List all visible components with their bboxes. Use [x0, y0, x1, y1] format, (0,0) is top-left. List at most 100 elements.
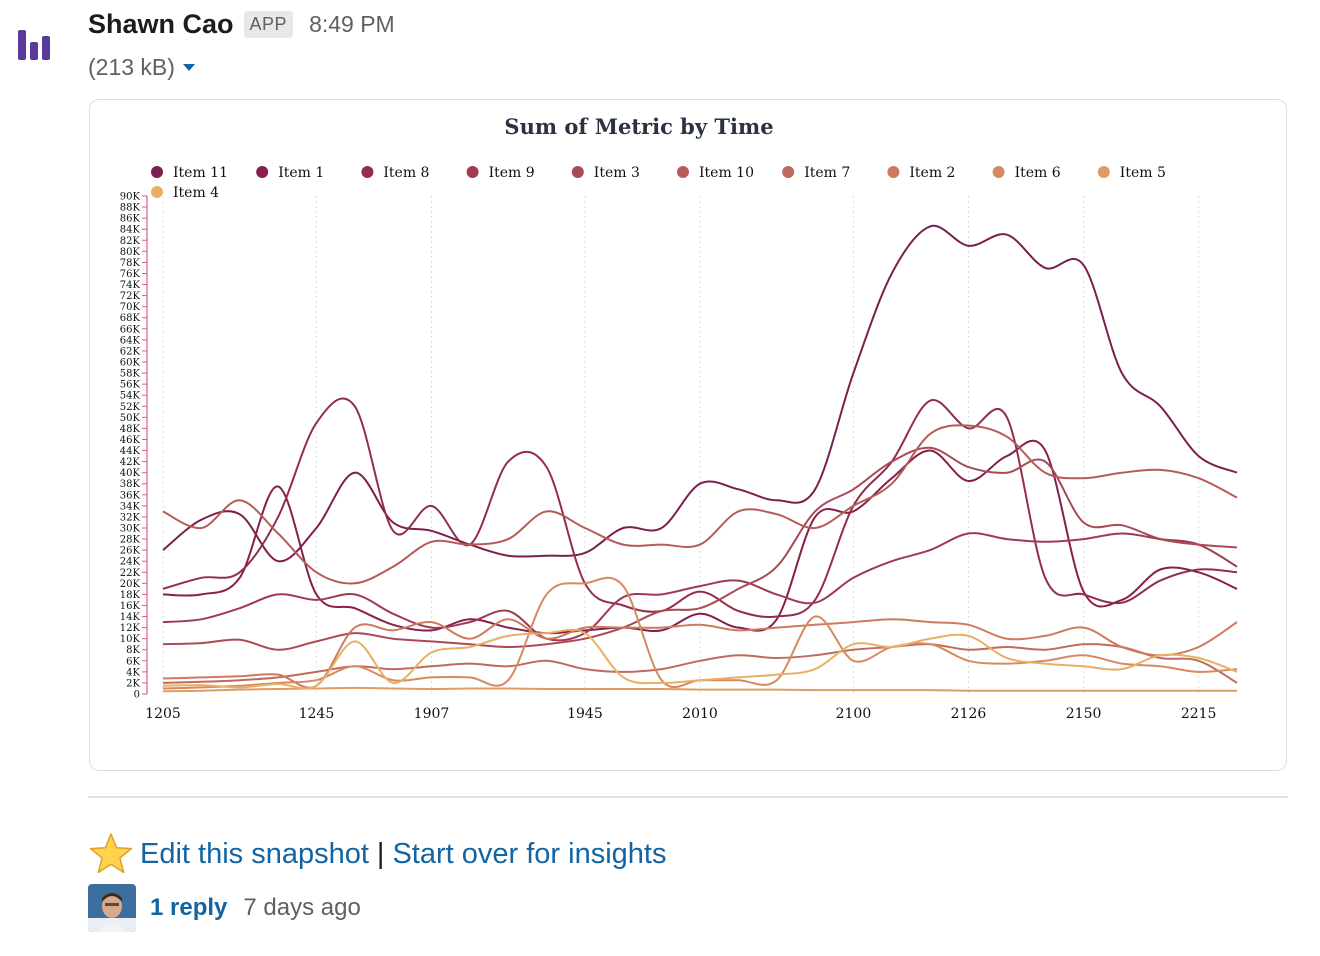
thread-summary: 1 reply 7 days ago: [88, 884, 361, 932]
series-line-item-2: [162, 618, 1238, 689]
x-tick-label: 1907: [414, 706, 450, 722]
x-tick-label: 1205: [145, 706, 181, 722]
y-tick-label: 88K: [120, 203, 141, 214]
x-tick-label: 2215: [1181, 706, 1217, 722]
legend-label: Item 9: [489, 165, 535, 181]
legend-label: Item 7: [804, 165, 850, 181]
y-tick-label: 86K: [120, 214, 141, 225]
y-tick-label: 62K: [120, 346, 141, 357]
y-tick-label: 14K: [120, 612, 141, 623]
x-tick-label: 1245: [299, 706, 335, 722]
y-tick-label: 84K: [120, 225, 141, 236]
legend-label: Item 2: [909, 165, 955, 181]
y-tick-label: 72K: [120, 291, 141, 302]
y-tick-label: 28K: [120, 535, 141, 546]
series-line-item-9: [162, 532, 1238, 642]
app-icon: [18, 30, 50, 60]
legend-marker: [256, 166, 269, 178]
legend-label: Item 6: [1015, 165, 1061, 181]
y-tick-label: 22K: [120, 568, 141, 579]
x-tick-label: 1945: [567, 706, 603, 722]
start-over-link[interactable]: Start over for insights: [392, 837, 667, 870]
y-tick-label: 74K: [120, 280, 141, 291]
file-size: (213 kB): [88, 54, 175, 80]
caret-down-icon[interactable]: [182, 64, 195, 71]
y-tick-label: 42K: [120, 457, 141, 468]
y-tick-label: 8K: [126, 645, 140, 656]
y-tick-label: 38K: [120, 479, 141, 490]
series-line-item-4: [162, 628, 1238, 690]
y-tick-label: 58K: [120, 369, 141, 380]
link-separator: |: [376, 837, 385, 870]
y-tick-label: 56K: [120, 380, 141, 391]
app-badge: APP: [243, 10, 294, 38]
chart-title: Sum of Metric by Time: [504, 114, 773, 139]
message-time[interactable]: 8:49 PM: [309, 10, 395, 37]
star-icon: [89, 833, 133, 874]
y-tick-label: 0: [134, 690, 140, 701]
legend-marker: [782, 166, 795, 178]
line-chart: Sum of Metric by Time 1205 1245 1907 1945 201…: [120, 114, 1238, 722]
legend-label: Item 11: [173, 165, 228, 181]
y-tick-label: 60K: [120, 358, 141, 369]
series-line-item-1: [162, 439, 1238, 635]
y-tick-label: 12K: [120, 623, 141, 634]
y-tick-label: 10K: [120, 634, 141, 645]
legend-marker: [151, 166, 163, 178]
y-tick-label: 26K: [120, 546, 141, 557]
y-tick-label: 70K: [120, 302, 141, 313]
legend-label: Item 3: [594, 165, 640, 181]
chart-attachment[interactable]: Sum of Metric by Time 1205 1245 1907 1945 201…: [89, 99, 1287, 771]
y-tick-label: 82K: [120, 236, 141, 247]
y-tick-label: 20K: [120, 579, 141, 590]
y-tick-label: 90K: [120, 192, 141, 203]
y-tick-label: 36K: [120, 490, 141, 501]
reply-count-link[interactable]: 1 reply: [150, 894, 228, 921]
y-tick-label: 4K: [126, 667, 140, 678]
series-line-item-10: [162, 424, 1238, 585]
y-tick-label: 2K: [126, 678, 140, 689]
legend-label: Item 1: [278, 165, 324, 181]
y-tick-label: 16K: [120, 601, 141, 612]
y-tick-label: 66K: [120, 324, 141, 335]
y-tick-label: 6K: [126, 656, 140, 667]
y-tick-label: 50K: [120, 413, 141, 424]
message-header: Shawn Cao APP 8:49 PM: [88, 4, 395, 44]
y-tick-label: 40K: [120, 468, 141, 479]
y-tick-label: 34K: [120, 501, 141, 512]
y-tick-label: 54K: [120, 391, 141, 402]
y-tick-label: 64K: [120, 335, 141, 346]
x-tick-label: 2126: [951, 706, 987, 722]
legend-marker: [151, 186, 163, 198]
y-tick-label: 18K: [120, 590, 141, 601]
edit-snapshot-link[interactable]: Edit this snapshot: [140, 837, 369, 870]
legend-marker: [571, 166, 584, 178]
legend-label: Item 8: [383, 165, 429, 181]
legend-marker: [677, 166, 689, 178]
x-tick-label: 2100: [836, 706, 872, 722]
series-line-item-3: [162, 446, 1238, 651]
y-tick-label: 30K: [120, 524, 141, 535]
y-tick-label: 44K: [120, 446, 141, 457]
file-size-toggle[interactable]: (213 kB): [88, 54, 195, 81]
legend-marker: [1097, 166, 1110, 178]
divider: [88, 796, 1288, 798]
x-tick-label: 2150: [1066, 706, 1102, 722]
y-tick-label: 76K: [120, 269, 141, 280]
series-line-item-5: [162, 686, 1237, 693]
y-tick-label: 24K: [120, 557, 141, 568]
legend-marker: [466, 166, 479, 178]
y-tick-label: 46K: [120, 435, 141, 446]
sender-name[interactable]: Shawn Cao: [88, 8, 234, 39]
legend-marker: [361, 166, 374, 178]
x-tick-label: 2010: [682, 706, 718, 722]
avatar[interactable]: [88, 884, 136, 932]
legend-label: Item 5: [1120, 165, 1166, 181]
legend-marker: [887, 166, 900, 178]
y-tick-label: 48K: [120, 424, 141, 435]
legend-label: Item 10: [699, 165, 754, 181]
legend-label: Item 4: [173, 185, 219, 201]
reply-time-ago: 7 days ago: [243, 894, 361, 921]
snapshot-links: Edit this snapshot | Start over for insi…: [88, 830, 666, 878]
y-tick-label: 68K: [120, 313, 141, 324]
